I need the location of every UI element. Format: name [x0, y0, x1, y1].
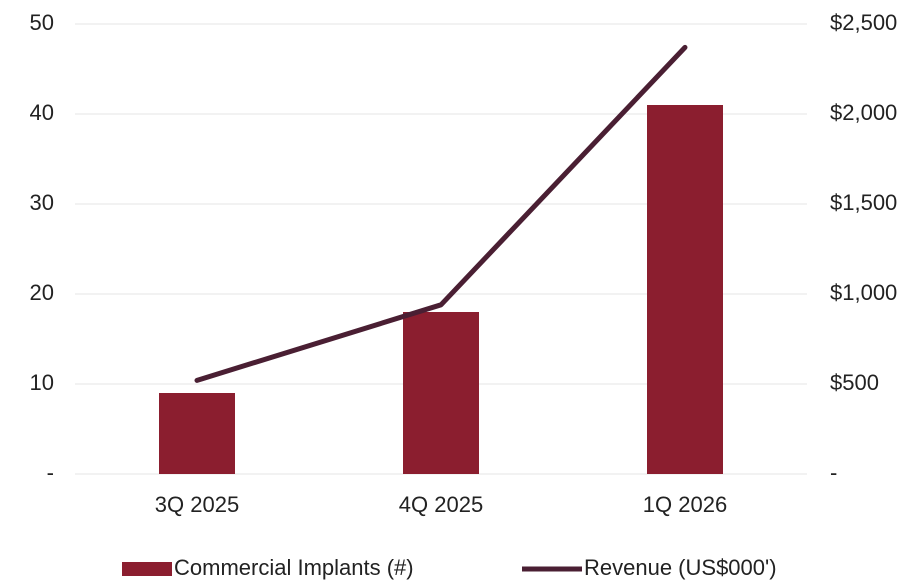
bar: [159, 393, 235, 474]
x-tick-label: 1Q 2026: [643, 492, 727, 517]
y-tick-label: -: [47, 460, 54, 485]
legend-swatch: [122, 562, 172, 576]
y2-tick-label: $2,000: [830, 100, 897, 125]
y2-tick-label: -: [830, 460, 837, 485]
y-tick-label: 30: [30, 190, 54, 215]
bar: [647, 105, 723, 474]
x-tick-label: 3Q 2025: [155, 492, 239, 517]
legend-label: Commercial Implants (#): [174, 555, 414, 580]
bar: [403, 312, 479, 474]
y-tick-label: 20: [30, 280, 54, 305]
y2-tick-label: $500: [830, 370, 879, 395]
x-tick-label: 4Q 2025: [399, 492, 483, 517]
y-tick-label: 50: [30, 10, 54, 35]
y2-tick-label: $2,500: [830, 10, 897, 35]
y2-tick-label: $1,000: [830, 280, 897, 305]
y2-tick-label: $1,500: [830, 190, 897, 215]
y-tick-label: 10: [30, 370, 54, 395]
legend-label: Revenue (US$000'): [584, 555, 777, 580]
y-tick-label: 40: [30, 100, 54, 125]
revenue-line: [194, 44, 688, 383]
